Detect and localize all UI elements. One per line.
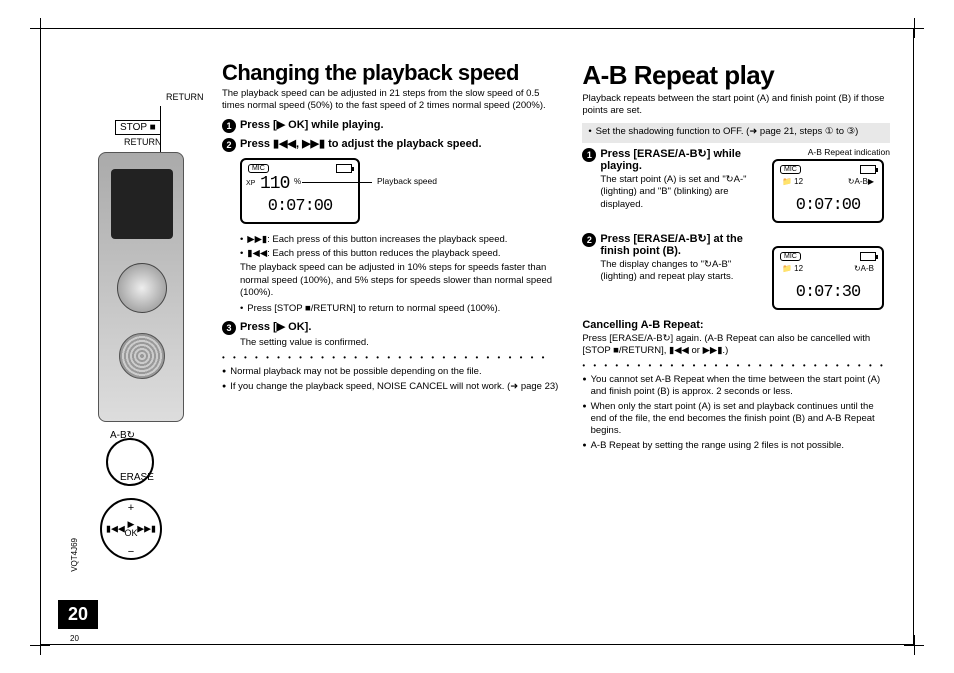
lcd-display-ab2: MIC 📁 12 ↻A-B 0:07:30	[772, 246, 884, 310]
label-return-callout: RETURN	[166, 92, 204, 102]
device-illustration-column: RETURN STOP ■ RETURN A-B↻ ERASE + − ▮◀◀ …	[70, 60, 204, 620]
step-body: The display changes to "↻A-B" (lighting)…	[600, 259, 766, 284]
crop-mark	[30, 635, 50, 655]
device-dial	[117, 263, 167, 313]
step-text: Press [▶ OK] while playing.	[240, 118, 564, 131]
note: You cannot set A-B Repeat when the time …	[582, 374, 890, 399]
section-title: A-B Repeat play	[582, 60, 890, 91]
crop-mark	[904, 18, 924, 38]
lcd-ab-indicator: ↻A-B	[854, 264, 874, 273]
cancel-heading: Cancelling A-B Repeat:	[582, 319, 890, 331]
sub-bullet: Press [STOP ■/RETURN] to return to norma…	[240, 303, 564, 315]
step-text: Press [ERASE/A-B↻] at the finish point (…	[600, 232, 766, 257]
playback-speed-section: Changing the playback speed The playback…	[222, 60, 564, 620]
playback-speed-label: Playback speed	[377, 176, 437, 186]
nav-control-ring: + − ▮◀◀ ▶▶▮ ▶OK	[100, 498, 162, 560]
note: Normal playback may not be possible depe…	[222, 366, 564, 378]
lcd-time: 0:07:00	[268, 197, 332, 216]
lcd-mic-indicator: MIC	[248, 164, 269, 173]
step-number: 3	[222, 321, 236, 335]
document-code: VQT4J69	[70, 538, 79, 572]
lcd-battery-icon	[860, 165, 876, 174]
lcd-percent-sign: %	[294, 177, 301, 186]
lcd-xp: XP	[246, 180, 255, 187]
recorder-device-illustration	[98, 152, 184, 422]
ab-repeat-section: A-B Repeat play Playback repeats between…	[582, 60, 890, 620]
nav-ok: ▶OK	[124, 520, 137, 538]
grey-note-box: Set the shadowing function to OFF. (➜ pa…	[582, 123, 890, 143]
lcd-folder: 📁 12	[782, 177, 803, 186]
lcd-folder: 📁 12	[782, 264, 803, 273]
nav-forward: ▶▶▮	[137, 524, 156, 535]
callout-line	[302, 182, 372, 183]
label-return: RETURN	[124, 137, 162, 147]
section-intro: Playback repeats between the start point…	[582, 93, 890, 117]
lcd-battery-icon	[860, 252, 876, 261]
step-2: 2 Press ▮◀◀, ▶▶▮ to adjust the playback …	[222, 137, 564, 152]
step-number: 2	[582, 233, 596, 247]
lcd-percent-value: 110	[260, 174, 289, 194]
step-text: Press [▶ OK].	[240, 320, 564, 333]
step-body: The setting value is confirmed.	[240, 337, 564, 349]
note: If you change the playback speed, NOISE …	[222, 381, 564, 393]
step-body: The start point (A) is set and "↻A-" (li…	[600, 174, 766, 211]
device-speaker	[119, 333, 165, 379]
crop-mark	[30, 18, 50, 38]
crop-mark	[904, 635, 924, 655]
step-1-row: 1 Press [ERASE/A-B↻] while playing. The …	[582, 147, 890, 228]
lcd-battery-icon	[336, 164, 352, 173]
cancel-body: Press [ERASE/A-B↻] again. (A-B Repeat ca…	[582, 333, 890, 357]
lcd-ab-indicator: ↻A-B▶	[848, 177, 874, 186]
lcd-mic-indicator: MIC	[780, 165, 801, 174]
step-number: 1	[582, 148, 596, 162]
step-number: 1	[222, 119, 236, 133]
lcd-display-ab1: MIC 📁 12 ↻A-B▶ 0:07:00	[772, 159, 884, 223]
page-number-box: 20	[58, 600, 98, 629]
lcd-display-speed: MIC XP 110 % 0:07:00	[240, 158, 360, 224]
separator-dots: • • • • • • • • • • • • • • • • • • • • …	[222, 353, 564, 362]
sub-paragraph: The playback speed can be adjusted in 10…	[240, 262, 564, 299]
nav-minus: −	[128, 546, 134, 558]
content-area: RETURN STOP ■ RETURN A-B↻ ERASE + − ▮◀◀ …	[70, 60, 890, 620]
step-text: Press [ERASE/A-B↻] while playing.	[600, 147, 766, 172]
nav-rewind: ▮◀◀	[106, 524, 125, 535]
sub-bullet: ▮◀◀: Each press of this button reduces t…	[240, 248, 564, 260]
section-intro: The playback speed can be adjusted in 21…	[222, 88, 564, 112]
step-1: 1 Press [▶ OK] while playing.	[222, 118, 564, 133]
sub-bullet: ▶▶▮: Each press of this button increases…	[240, 234, 564, 246]
step-number: 2	[222, 138, 236, 152]
ab-repeat-caption: A-B Repeat indication	[772, 147, 890, 157]
label-stop: STOP ■	[115, 120, 161, 135]
lcd-time: 0:07:00	[796, 196, 860, 215]
lcd-mic-indicator: MIC	[780, 252, 801, 261]
note: When only the start point (A) is set and…	[582, 401, 890, 438]
section-title: Changing the playback speed	[222, 60, 564, 86]
page-number-small: 20	[70, 634, 79, 643]
separator-dots: • • • • • • • • • • • • • • • • • • • • …	[582, 361, 890, 370]
device-screen	[111, 169, 173, 239]
step-2-row: 2 Press [ERASE/A-B↻] at the finish point…	[582, 232, 890, 315]
lcd-time: 0:07:30	[796, 283, 860, 302]
step-3: 3 Press [▶ OK].	[222, 320, 564, 335]
note: A-B Repeat by setting the range using 2 …	[582, 440, 890, 452]
label-erase: ERASE	[120, 472, 154, 483]
callout-line	[160, 106, 161, 152]
step-text: Press ▮◀◀, ▶▶▮ to adjust the playback sp…	[240, 137, 564, 150]
nav-plus: +	[128, 502, 134, 514]
